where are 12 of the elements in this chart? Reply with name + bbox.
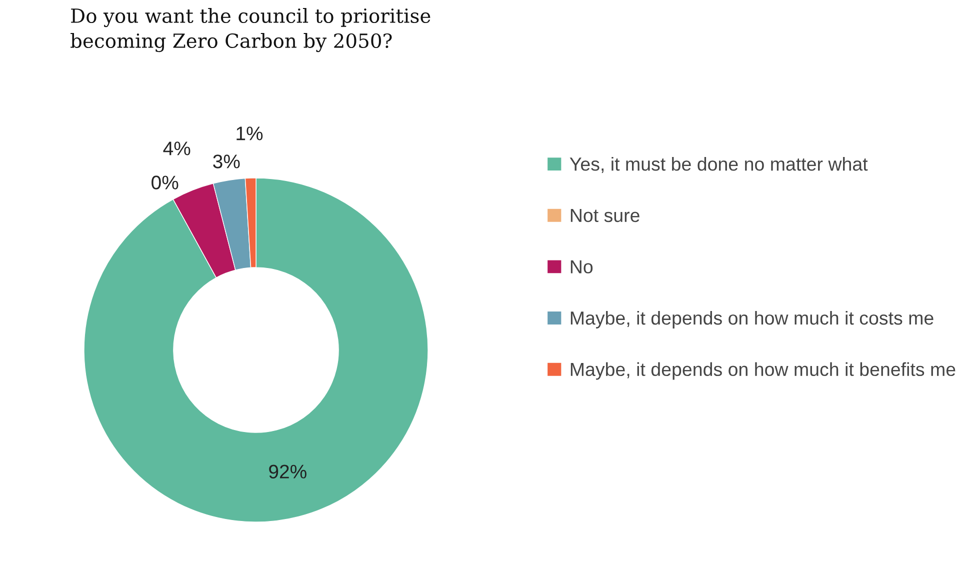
legend-label: Maybe, it depends on how much it benefits me bbox=[570, 362, 956, 380]
chart-title: Do you want the council to prioritise becoming Zero Carbon by 2050? bbox=[70, 8, 430, 52]
legend-label: Not sure bbox=[570, 208, 640, 222]
data-label: 4% bbox=[163, 142, 190, 156]
data-label: 3% bbox=[213, 154, 240, 168]
text: 0% bbox=[152, 176, 178, 190]
legend-label: Maybe, it depends on how much it costs me bbox=[570, 310, 934, 328]
data-label: 92% bbox=[269, 464, 306, 478]
legend-label: No bbox=[570, 260, 593, 274]
donut-slice bbox=[84, 178, 428, 522]
legend-label: Yes, it must be done no matter what bbox=[570, 156, 868, 173]
data-label: 1% bbox=[236, 126, 263, 140]
